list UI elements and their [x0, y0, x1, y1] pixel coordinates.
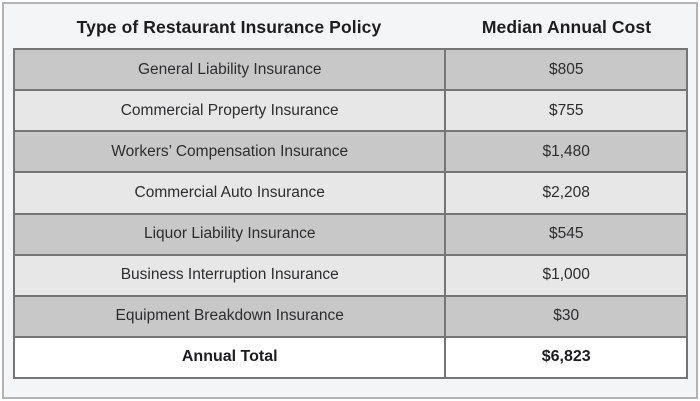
policy-cost: $755 [444, 91, 686, 131]
policy-cost: $805 [444, 50, 686, 90]
policy-cost: $1,000 [444, 255, 686, 295]
policy-name: Workers’ Compensation Insurance [111, 142, 349, 160]
policy-name: Liquor Liability Insurance [143, 225, 316, 243]
table-body: General Liability Insurance $805 Commerc… [13, 48, 688, 379]
table-row: Commercial Property Insurance $755 [15, 89, 686, 131]
policy-cost: $30 [444, 296, 686, 336]
total-label: Annual Total [181, 348, 278, 366]
policy-name: Business Interruption Insurance [120, 266, 339, 284]
header-median-annual-cost: Median Annual Cost [481, 16, 652, 37]
table-row: Workers’ Compensation Insurance $1,480 [15, 130, 686, 172]
table-row: Liquor Liability Insurance $545 [15, 212, 686, 254]
table-row: General Liability Insurance $805 [15, 50, 686, 90]
table-row: Commercial Auto Insurance $2,208 [15, 171, 686, 213]
policy-cost: $1,480 [444, 132, 686, 172]
total-cost: $6,823 [444, 337, 686, 377]
policy-name: General Liability Insurance [137, 60, 322, 78]
header-policy-type: Type of Restaurant Insurance Policy [76, 16, 382, 37]
table-header: Type of Restaurant Insurance Policy Medi… [13, 6, 688, 48]
table-row: Equipment Breakdown Insurance $30 [15, 294, 686, 336]
policy-cost: $545 [444, 214, 686, 254]
policy-name: Commercial Auto Insurance [134, 183, 325, 201]
policy-name: Equipment Breakdown Insurance [115, 307, 344, 325]
total-row: Annual Total $6,823 [15, 335, 686, 377]
policy-name: Commercial Property Insurance [120, 101, 339, 119]
table-row: Business Interruption Insurance $1,000 [15, 253, 686, 295]
policy-cost: $2,208 [444, 173, 686, 213]
